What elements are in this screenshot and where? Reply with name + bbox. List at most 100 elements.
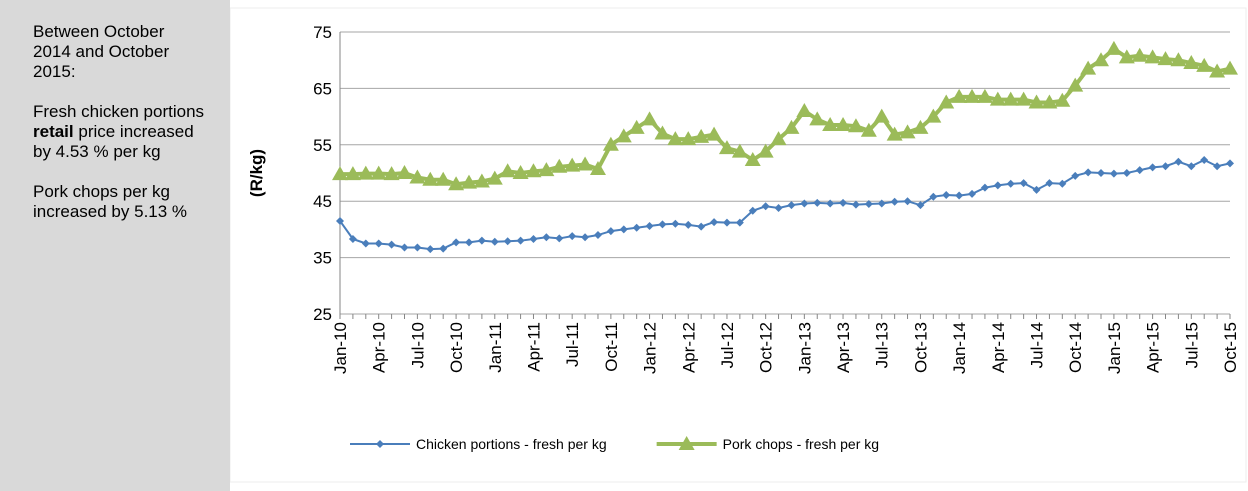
x-tick-label: Jan-10: [331, 322, 350, 374]
marker: [439, 244, 448, 253]
x-tick-label: Jan-11: [486, 322, 505, 373]
chart: (R/kg) 25 35 45 55 65 75 Jan-10 Apr-10 Jul-10 Oct…: [229, 7, 1247, 483]
marker: [332, 166, 348, 181]
x-tick-label: Oct-15: [1221, 322, 1240, 373]
marker: [490, 237, 499, 246]
marker: [1045, 179, 1054, 188]
legend-label: Chicken portions - fresh per kg: [416, 436, 607, 452]
x-tick-label: Oct-13: [911, 322, 930, 373]
side-panel: Between October 2014 and October 2015: Fr…: [0, 0, 230, 491]
x-tick-label: Jan-13: [795, 322, 814, 374]
marker: [761, 202, 770, 211]
marker: [1071, 171, 1080, 180]
marker: [1170, 52, 1187, 67]
marker: [710, 218, 719, 227]
x-tick-label: Jan-15: [1105, 322, 1124, 374]
marker: [1118, 49, 1135, 64]
marker: [1222, 60, 1238, 75]
marker: [1067, 77, 1084, 92]
marker: [577, 156, 594, 171]
marker: [684, 220, 693, 229]
marker: [452, 238, 461, 247]
marker: [912, 119, 929, 134]
marker: [361, 239, 370, 248]
marker: [860, 122, 877, 137]
text-run: Pork chops per kg increased by 5.13 %: [33, 182, 188, 221]
marker: [899, 124, 916, 139]
marker: [693, 128, 710, 143]
x-tick-label: Jul-10: [408, 322, 427, 368]
marker: [1109, 169, 1118, 178]
marker: [1144, 49, 1161, 64]
marker: [851, 200, 860, 209]
marker: [770, 131, 787, 146]
marker: [731, 143, 748, 158]
marker: [873, 108, 890, 123]
marker: [645, 222, 654, 231]
marker: [1084, 168, 1093, 177]
marker: [718, 140, 735, 155]
series-line: [339, 158, 1231, 251]
marker: [774, 203, 783, 212]
marker: [542, 233, 551, 242]
marker: [1161, 162, 1170, 171]
x-tick-label: Jul-15: [1182, 322, 1201, 368]
marker: [400, 243, 409, 252]
marker: [839, 198, 848, 207]
marker: [464, 238, 473, 247]
marker: [706, 126, 723, 141]
chart-area: [229, 7, 1247, 483]
marker: [938, 94, 955, 109]
marker: [955, 191, 964, 200]
marker: [1187, 162, 1196, 171]
marker: [486, 170, 503, 185]
marker: [722, 218, 731, 227]
marker: [1122, 169, 1131, 177]
marker: [581, 233, 590, 242]
y-tick-label: 55: [313, 136, 332, 155]
marker: [568, 232, 577, 241]
x-tick-label: Oct-12: [757, 322, 776, 373]
marker: [813, 198, 822, 207]
x-tick-label: Apr-12: [679, 322, 698, 373]
marker: [671, 219, 680, 228]
marker: [1196, 57, 1213, 72]
marker: [589, 161, 606, 176]
y-tick-label: 35: [313, 249, 332, 268]
marker: [877, 199, 886, 208]
marker: [1226, 159, 1234, 168]
marker: [1148, 163, 1157, 172]
marker: [426, 245, 435, 254]
marker: [1131, 47, 1148, 62]
marker: [422, 171, 439, 186]
marker: [1080, 60, 1097, 75]
marker: [593, 231, 602, 240]
x-tick-label: Apr-13: [834, 322, 853, 373]
marker: [916, 201, 925, 210]
marker: [499, 163, 516, 178]
text-run: price increased by 4.53 % per kg: [33, 122, 194, 161]
marker: [748, 206, 757, 215]
x-tick-label: Apr-10: [370, 322, 389, 373]
marker: [615, 128, 632, 143]
marker: [383, 166, 400, 181]
marker: [1006, 179, 1015, 188]
x-tick-label: Jul-14: [1028, 322, 1047, 368]
marker: [864, 200, 873, 209]
marker: [757, 143, 774, 158]
marker: [980, 183, 989, 192]
marker: [376, 440, 384, 448]
marker: [697, 222, 706, 231]
legend-label: Pork chops - fresh per kg: [723, 436, 879, 452]
marker: [1054, 92, 1071, 107]
marker: [658, 220, 667, 229]
marker: [929, 192, 938, 201]
marker: [602, 136, 619, 151]
marker: [348, 234, 357, 243]
marker: [606, 227, 615, 236]
y-tick-label: 65: [313, 79, 332, 98]
marker: [525, 163, 542, 178]
marker: [964, 88, 981, 103]
marker: [989, 91, 1006, 106]
